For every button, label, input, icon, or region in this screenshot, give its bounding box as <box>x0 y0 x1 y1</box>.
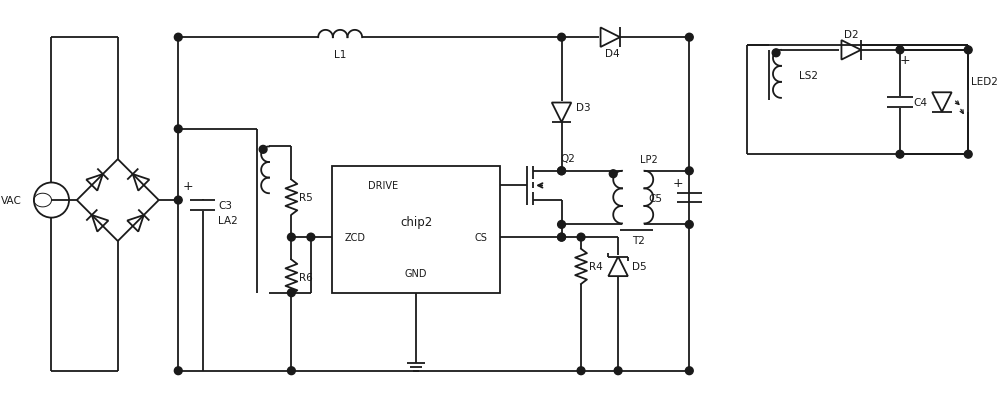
Circle shape <box>287 289 295 297</box>
Text: R6: R6 <box>299 273 313 282</box>
Circle shape <box>577 234 585 241</box>
Circle shape <box>558 234 565 241</box>
Bar <box>332 166 500 293</box>
Circle shape <box>685 34 693 42</box>
Circle shape <box>685 367 693 375</box>
Circle shape <box>685 221 693 229</box>
Circle shape <box>174 197 182 205</box>
Text: D2: D2 <box>844 30 859 40</box>
Text: CS: CS <box>474 232 487 243</box>
Circle shape <box>558 34 565 42</box>
Circle shape <box>577 367 585 375</box>
Circle shape <box>685 168 693 175</box>
Text: C3: C3 <box>218 200 232 211</box>
Text: C5: C5 <box>648 193 662 203</box>
Circle shape <box>609 171 617 178</box>
Text: +: + <box>672 176 683 189</box>
Circle shape <box>174 34 182 42</box>
Circle shape <box>558 221 565 229</box>
Circle shape <box>558 168 565 175</box>
Circle shape <box>772 50 780 58</box>
Text: C4: C4 <box>914 98 928 108</box>
Circle shape <box>558 168 565 175</box>
Text: LA2: LA2 <box>218 215 238 225</box>
Text: Q2: Q2 <box>561 154 575 164</box>
Circle shape <box>896 151 904 159</box>
Circle shape <box>896 47 904 55</box>
Text: LS2: LS2 <box>799 70 818 81</box>
Text: ZCD: ZCD <box>344 232 365 243</box>
Text: T2: T2 <box>632 235 645 245</box>
Text: LED2: LED2 <box>971 77 998 86</box>
Circle shape <box>174 126 182 133</box>
Circle shape <box>259 146 267 154</box>
Circle shape <box>614 367 622 375</box>
Text: DRIVE: DRIVE <box>368 181 398 191</box>
Circle shape <box>964 47 972 55</box>
Text: +: + <box>183 179 193 192</box>
Text: VAC: VAC <box>1 196 22 206</box>
Circle shape <box>287 367 295 375</box>
Text: LP2: LP2 <box>640 155 657 165</box>
Text: GND: GND <box>405 269 427 279</box>
Text: D4: D4 <box>605 49 620 59</box>
Text: D3: D3 <box>576 103 591 113</box>
Text: R4: R4 <box>589 262 603 272</box>
Text: R5: R5 <box>299 193 313 202</box>
Text: D5: D5 <box>632 262 646 272</box>
Circle shape <box>287 234 295 241</box>
Circle shape <box>964 151 972 159</box>
Circle shape <box>307 234 315 241</box>
Text: L1: L1 <box>334 50 346 60</box>
Circle shape <box>558 234 565 241</box>
Text: +: + <box>900 54 910 67</box>
Circle shape <box>174 367 182 375</box>
Text: chip2: chip2 <box>400 215 432 228</box>
